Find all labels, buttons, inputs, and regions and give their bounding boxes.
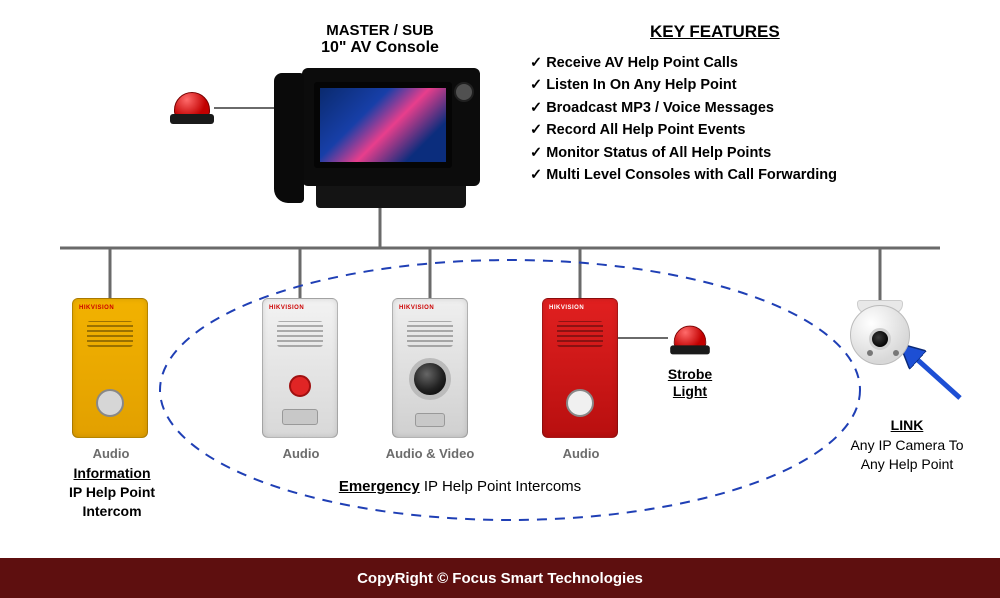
console-title: MASTER / SUB 10" AV Console — [275, 22, 485, 57]
ip-camera — [845, 300, 915, 370]
diagram-canvas: MASTER / SUB 10" AV Console KEY FEATURES… — [0, 0, 1000, 598]
key-feature-item: Listen In On Any Help Point — [530, 74, 960, 96]
emergency-video-type: Audio & Video — [380, 446, 480, 461]
speaker-icon — [87, 321, 133, 347]
key-features: KEY FEATURES Receive AV Help Point Calls… — [530, 22, 960, 187]
brand-label: HIKVISION — [269, 305, 304, 311]
info-intercom-caption: Information IP Help Point Intercom — [52, 464, 172, 521]
emergency-intercom-video: HIKVISION — [392, 298, 468, 438]
brand-label: HIKVISION — [79, 305, 114, 311]
camera-lens-icon — [409, 358, 451, 400]
emergency-intercom-red: HIKVISION — [542, 298, 618, 438]
av-console — [280, 68, 480, 208]
key-feature-item: Broadcast MP3 / Voice Messages — [530, 97, 960, 119]
console-title-line2: 10" AV Console — [321, 39, 439, 56]
info-intercom-type: Audio — [86, 446, 136, 461]
call-button-icon — [289, 375, 311, 397]
strobe-light-icon — [170, 92, 214, 124]
emergency-red-type: Audio — [556, 446, 606, 461]
key-feature-item: Monitor Status of All Help Points — [530, 142, 960, 164]
call-button-icon — [566, 389, 594, 417]
strobe-light-icon — [670, 326, 710, 355]
speaker-icon — [277, 321, 323, 347]
emergency-intercom-audio: HIKVISION — [262, 298, 338, 438]
button-icon — [282, 409, 318, 425]
camera-lens-icon — [869, 328, 891, 350]
info-intercom: HIKVISION — [72, 298, 148, 438]
console-screen-icon — [314, 82, 452, 168]
brand-label: HIKVISION — [399, 305, 434, 311]
key-features-title: KEY FEATURES — [530, 22, 960, 42]
console-title-line1: MASTER / SUB — [275, 22, 485, 39]
speaker-icon — [407, 321, 453, 347]
button-icon — [415, 413, 445, 427]
footer-text: CopyRight © Focus Smart Technologies — [357, 570, 643, 587]
brand-label: HIKVISION — [549, 305, 584, 311]
camera-link-label: LINK Any IP Camera To Any Help Point — [832, 416, 982, 475]
key-features-list: Receive AV Help Point Calls Listen In On… — [530, 52, 960, 187]
emergency-audio-type: Audio — [276, 446, 326, 461]
speaker-icon — [557, 321, 603, 347]
key-feature-item: Record All Help Point Events — [530, 119, 960, 141]
emergency-group-label: Emergency IP Help Point Intercoms — [300, 478, 620, 495]
footer-bar: CopyRight © Focus Smart Technologies — [0, 558, 1000, 598]
key-feature-item: Receive AV Help Point Calls — [530, 52, 960, 74]
call-button-icon — [96, 389, 124, 417]
strobe-label: Strobe Light — [662, 366, 718, 400]
key-feature-item: Multi Level Consoles with Call Forwardin… — [530, 164, 960, 186]
